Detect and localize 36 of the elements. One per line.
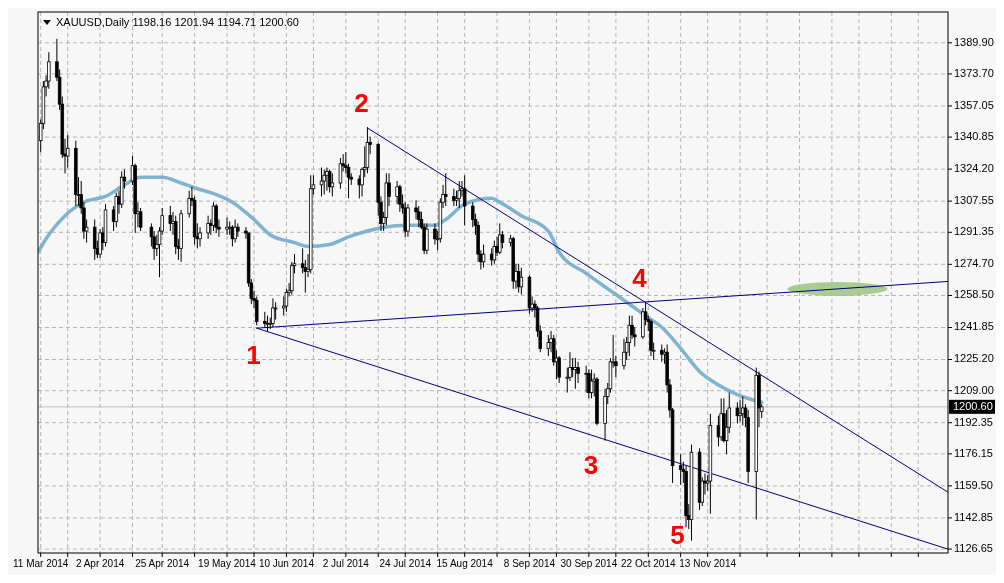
x-tick-label: 19 May 2014 bbox=[198, 558, 257, 569]
annotation: 1 bbox=[246, 339, 261, 370]
y-tick-label: 1209.00 bbox=[954, 383, 994, 396]
x-tick-label: 15 Aug 2014 bbox=[436, 558, 494, 569]
x-tick-label: 8 Sep 2014 bbox=[503, 558, 556, 569]
y-tick-label: 1176.15 bbox=[954, 446, 993, 459]
x-tick-label: 10 Jun 2014 bbox=[258, 558, 315, 569]
y-tick-label: 1258.50 bbox=[954, 288, 994, 301]
x-tick-label: 2 Apr 2014 bbox=[75, 558, 125, 569]
y-tick-label: 1340.85 bbox=[954, 130, 994, 143]
y-tick-label: 1225.20 bbox=[954, 352, 994, 365]
x-tick-label: 11 Mar 2014 bbox=[13, 558, 69, 569]
x-tick-label: 22 Oct 2014 bbox=[621, 558, 676, 569]
x-tick-label: 13 Nov 2014 bbox=[679, 558, 737, 569]
y-tick-label: 1126.65 bbox=[954, 541, 993, 554]
y-tick-label: 1142.85 bbox=[954, 510, 993, 523]
y-tick-label: 1324.20 bbox=[954, 162, 994, 175]
y-tick-label: 1357.05 bbox=[954, 98, 994, 111]
y-tick-label: 1159.50 bbox=[954, 478, 993, 491]
x-tick-label: 25 Apr 2014 bbox=[135, 558, 190, 569]
y-tick-label: 1389.90 bbox=[954, 35, 994, 48]
y-tick-label: 1241.85 bbox=[954, 320, 994, 333]
x-tick-label: 30 Sep 2014 bbox=[560, 558, 618, 569]
y-tick-label: 1192.35 bbox=[954, 415, 993, 428]
x-tick-label: 2 Jul 2014 bbox=[322, 558, 370, 569]
annotation: 5 bbox=[670, 519, 685, 550]
annotation: 3 bbox=[583, 449, 599, 480]
y-tick-label: 1291.35 bbox=[954, 225, 994, 238]
y-tick-label: 1307.55 bbox=[954, 194, 994, 207]
annotation: 2 bbox=[354, 88, 369, 119]
y-tick-label: 1274.70 bbox=[954, 257, 994, 270]
chart-title: XAUUSD,Daily 1198.16 1201.94 1194.71 1200.60 bbox=[56, 15, 299, 28]
annotation: 4 bbox=[632, 263, 648, 294]
y-tick-label: 1373.70 bbox=[954, 66, 994, 79]
ref-line-label: 1200.60 bbox=[953, 399, 993, 412]
x-tick-label: 24 Jul 2014 bbox=[379, 558, 432, 569]
